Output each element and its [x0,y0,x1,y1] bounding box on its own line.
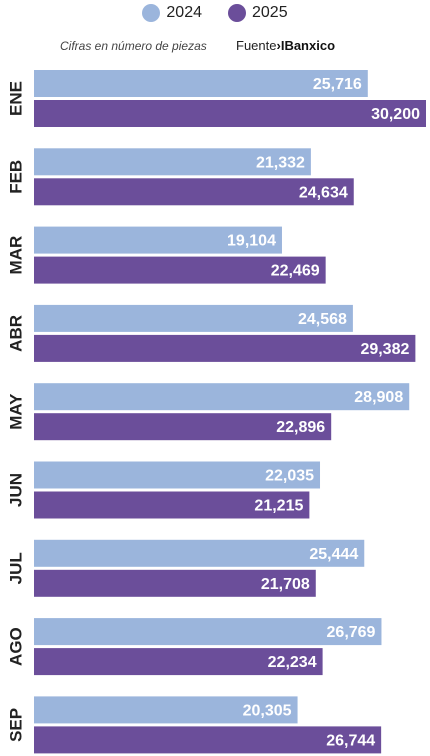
units-note: Cifras en número de piezas [60,39,207,53]
value-label-2024-mar: 19,104 [227,233,276,250]
bar-2025-jun [34,491,310,519]
bar-2024-mar [34,226,282,254]
bar-2025-abr [34,334,416,362]
source-credit: Fuente›IBanxico [236,38,335,53]
legend-swatch-2025 [228,4,246,22]
bar-2025-jul [34,569,316,597]
month-label-jun: JUN [7,473,26,507]
value-label-2025-may: 22,896 [276,419,325,436]
bar-2024-ene [34,70,368,97]
bar-2024-may [34,383,410,411]
bar-2024-sep [34,696,298,724]
value-label-2025-mar: 22,469 [271,263,320,280]
month-label-may: MAY [7,393,26,430]
value-label-2024-jul: 25,444 [309,546,358,563]
bar-2025-mar [34,256,326,284]
month-label-feb: FEB [7,160,26,194]
month-label-ago: AGO [7,627,26,666]
value-label-2024-may: 28,908 [354,389,403,406]
month-label-jul: JUL [7,552,26,584]
legend-swatch-2024 [142,4,161,22]
value-label-2025-abr: 29,382 [360,341,409,358]
source-name: ›IBanxico [276,38,336,53]
bar-2025-feb [34,178,354,206]
source-prefix: Fuente [236,38,277,53]
bar-2025-sep [34,726,382,754]
value-label-2024-ago: 26,769 [327,624,376,641]
value-label-2025-ago: 22,234 [268,654,317,671]
value-label-2025-sep: 26,744 [326,732,375,749]
month-label-abr: ABR [7,315,26,352]
value-label-2024-sep: 20,305 [243,702,292,719]
legend-item-2024: 2024 [142,4,202,22]
chart-legend: 2024 2025 [0,4,430,22]
value-label-2025-jul: 21,708 [261,576,310,593]
bar-2024-feb [34,148,311,176]
bar-2025-may [34,413,332,441]
month-label-mar: MAR [7,236,26,275]
month-label-sep: SEP [7,708,26,742]
value-label-2024-ene: 25,716 [313,76,362,93]
bar-2024-jul [34,539,365,567]
value-label-2024-jun: 22,035 [265,468,314,485]
legend-label-2025: 2025 [252,4,288,21]
bar-2024-jun [34,461,321,489]
legend-label-2024: 2024 [166,4,202,21]
bar-2025-ene [34,100,426,127]
bar-2025-ago [34,648,323,676]
value-label-2025-feb: 24,634 [299,184,348,201]
value-label-2024-feb: 21,332 [256,154,305,171]
bar-2024-abr [34,304,353,332]
legend-item-2025: 2025 [228,4,288,22]
bar-2024-ago [34,618,382,646]
value-label-2025-jun: 21,215 [254,498,303,515]
month-label-ene: ENE [7,81,26,116]
value-label-2024-abr: 24,568 [298,311,347,328]
value-label-2025-ene: 30,200 [371,106,420,123]
